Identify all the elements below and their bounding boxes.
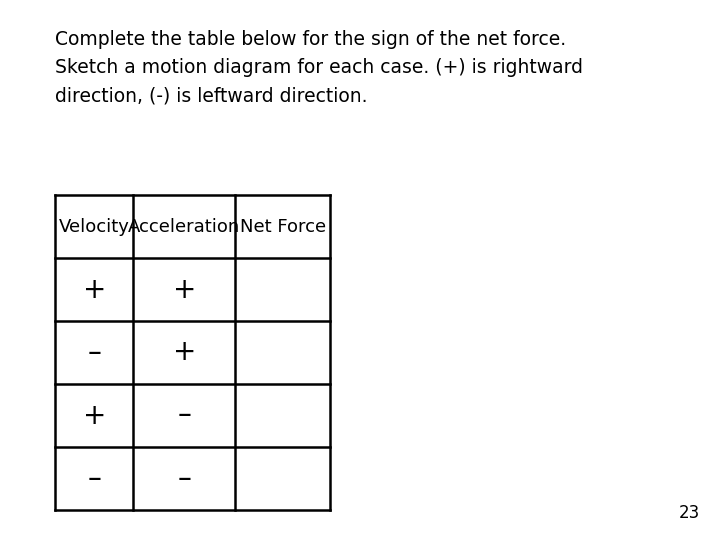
Text: –: – (87, 464, 101, 492)
Text: –: – (87, 339, 101, 367)
Text: +: + (83, 402, 106, 429)
Text: –: – (177, 402, 192, 429)
Text: 23: 23 (679, 504, 700, 522)
Text: Acceleration: Acceleration (128, 218, 240, 235)
Text: +: + (173, 339, 196, 367)
Text: +: + (173, 275, 196, 303)
Text: Velocity: Velocity (59, 218, 130, 235)
Text: Complete the table below for the sign of the net force.
Sketch a motion diagram : Complete the table below for the sign of… (55, 30, 583, 105)
Text: Net Force: Net Force (240, 218, 325, 235)
Text: +: + (83, 275, 106, 303)
Text: –: – (177, 464, 192, 492)
